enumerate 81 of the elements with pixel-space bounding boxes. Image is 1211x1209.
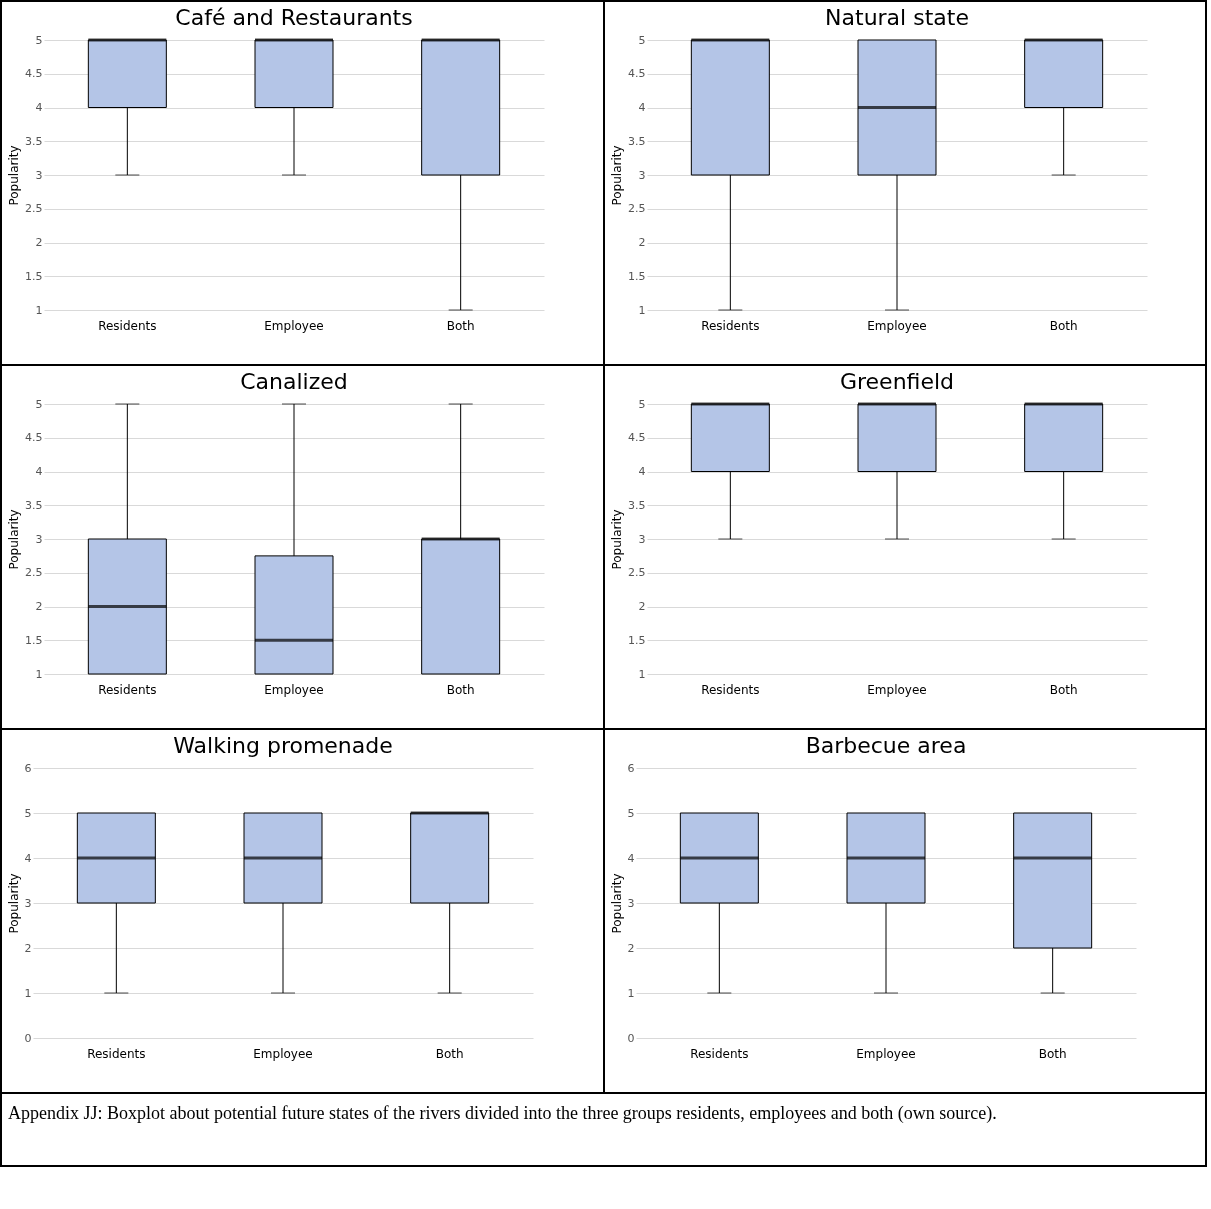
chart-title: Natural state	[824, 5, 969, 30]
y-tick-label: 1	[627, 986, 634, 1000]
x-tick-label: Both	[446, 682, 475, 697]
x-tick-label: Employee	[866, 318, 927, 333]
y-tick-label: 2	[35, 236, 43, 249]
y-tick-label: 6	[24, 761, 32, 775]
chart-title: Barbecue area	[805, 733, 966, 758]
y-tick-label: 1.5	[25, 633, 43, 647]
y-tick-label: 3	[35, 532, 43, 546]
y-tick-label: 1.5	[25, 269, 43, 283]
y-tick-label: 2	[638, 600, 645, 613]
x-tick-label: Employee	[264, 318, 324, 333]
y-tick-label: 5	[24, 806, 32, 820]
x-tick-label: Residents	[689, 1046, 749, 1061]
y-tick-label: 0	[627, 1031, 634, 1045]
y-tick-label: 3	[35, 168, 43, 182]
y-tick-label: 3	[627, 896, 634, 910]
x-tick-label: Both	[1049, 318, 1078, 333]
y-tick-label: 4	[24, 851, 32, 865]
y-tick-label: 2	[24, 941, 32, 955]
y-tick-label: 1	[24, 986, 32, 1000]
y-axis-title: Popularity	[609, 873, 623, 934]
y-tick-label: 3.5	[25, 498, 43, 512]
x-tick-label: Both	[446, 318, 475, 333]
x-tick-label: Residents	[98, 682, 157, 697]
y-tick-label: 4.5	[25, 431, 43, 445]
y-tick-label: 3	[638, 168, 645, 182]
y-tick-label: 2.5	[627, 566, 645, 580]
y-tick-label: 3	[24, 896, 32, 910]
y-tick-label: 4	[627, 851, 634, 865]
y-tick-label: 4.5	[627, 67, 645, 81]
y-tick-label: 3.5	[25, 134, 43, 148]
chart-title: Canalized	[240, 369, 348, 394]
x-tick-label: Residents	[87, 1046, 146, 1061]
y-tick-label: 4.5	[25, 67, 43, 81]
chart-title: Walking promenade	[173, 733, 393, 758]
y-axis-title: Popularity	[7, 145, 22, 206]
chart-title: Greenfield	[839, 369, 954, 394]
chart-title: Café and Restaurants	[175, 5, 413, 30]
y-tick-label: 5	[638, 33, 645, 47]
y-axis-title: Popularity	[7, 509, 22, 570]
x-tick-label: Employee	[264, 682, 324, 697]
x-tick-label: Residents	[700, 318, 760, 333]
y-tick-label: 3	[638, 532, 645, 546]
y-tick-label: 2.5	[25, 202, 43, 216]
y-tick-label: 2	[627, 941, 634, 955]
y-tick-label: 1	[638, 667, 645, 681]
y-tick-label: 1.5	[627, 633, 645, 647]
y-tick-label: 4.5	[627, 431, 645, 445]
y-tick-label: 2.5	[627, 202, 645, 216]
y-tick-label: 6	[627, 761, 634, 775]
y-tick-label: 1	[35, 667, 43, 681]
y-tick-label: 1.5	[627, 269, 645, 283]
x-tick-label: Residents	[98, 318, 157, 333]
text: Appendix JJ: Boxplot about potential future states of the rivers divided into the three groups residents, employees and both (own source).	[1, 1093, 1206, 1167]
y-tick-label: 4	[638, 465, 645, 478]
x-tick-label: Employee	[253, 1046, 313, 1061]
x-tick-label: Employee	[855, 1046, 916, 1061]
y-tick-label: 4	[35, 465, 43, 478]
y-tick-label: 2	[35, 600, 43, 613]
y-tick-label: 2.5	[25, 566, 43, 580]
y-tick-label: 1	[638, 303, 645, 317]
x-tick-label: Both	[1049, 682, 1078, 697]
x-tick-label: Residents	[700, 682, 760, 697]
y-tick-label: 5	[35, 397, 43, 411]
y-axis-title: Popularity	[609, 509, 624, 570]
y-axis-title: Popularity	[609, 145, 624, 206]
y-tick-label: 5	[35, 33, 43, 47]
y-tick-label: 4	[638, 101, 645, 114]
y-axis-title: Popularity	[6, 873, 21, 934]
x-tick-label: Both	[1038, 1046, 1067, 1061]
y-tick-label: 3.5	[627, 134, 645, 148]
y-tick-label: 5	[638, 397, 645, 411]
y-tick-label: 3.5	[627, 498, 645, 512]
x-tick-label: Both	[435, 1046, 464, 1061]
y-tick-label: 0	[24, 1031, 32, 1045]
y-tick-label: 1	[35, 303, 43, 317]
y-tick-label: 2	[638, 236, 645, 249]
y-tick-label: 5	[627, 806, 634, 820]
y-tick-label: 4	[35, 101, 43, 114]
x-tick-label: Employee	[866, 682, 927, 697]
